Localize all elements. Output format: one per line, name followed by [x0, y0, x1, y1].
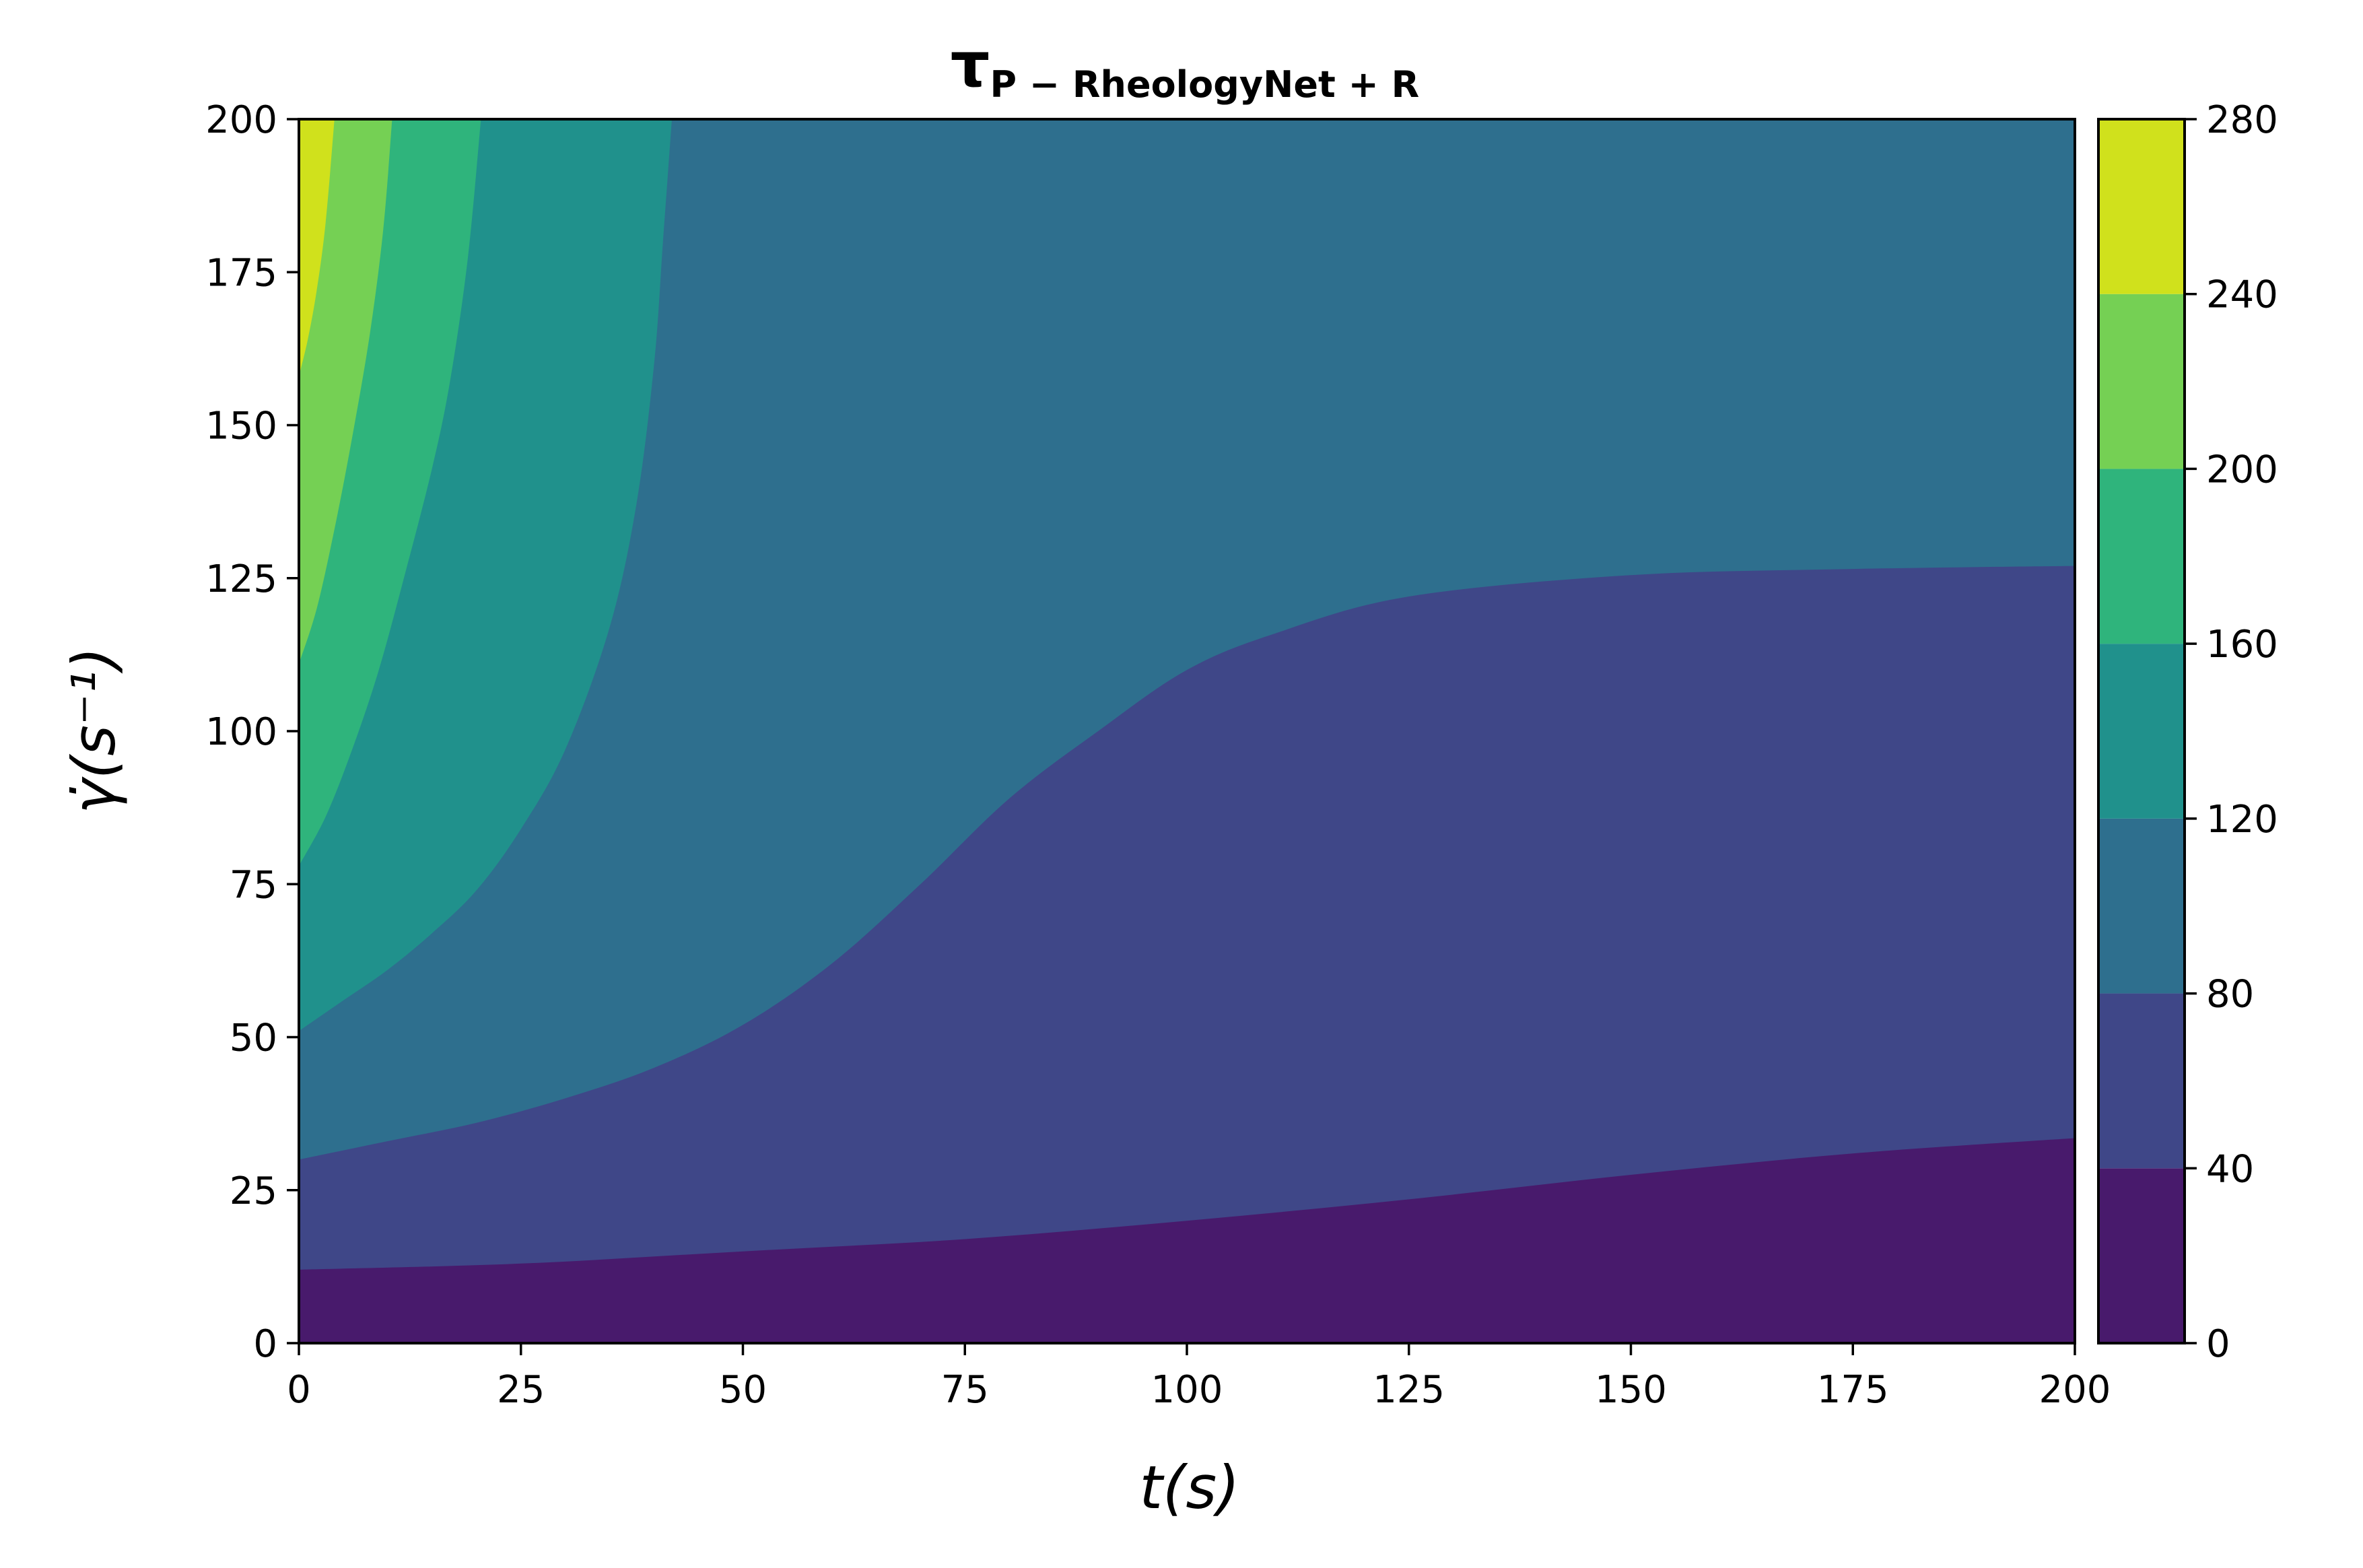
y-tick-label: 150 — [205, 405, 277, 448]
y-axis: 0 25 50 75 100 125 150 175 200 — [205, 98, 299, 1366]
colorbar-border — [2097, 118, 2186, 1344]
contour-band-80-120 — [299, 119, 2075, 1160]
y-tick-label: 50 — [230, 1017, 277, 1060]
colorbar-swatch-240-280 — [2098, 119, 2185, 294]
colorbar-tick-label: 120 — [2206, 798, 2278, 842]
colorbar-swatch-200-240 — [2098, 294, 2185, 469]
y-tick-label: 125 — [205, 557, 277, 601]
x-axis: 0 25 50 75 100 125 150 175 200 — [287, 1343, 2111, 1412]
y-tick-label: 175 — [205, 251, 277, 295]
colorbar-swatch-0-40 — [2098, 1168, 2185, 1343]
colorbar-tick-label: 80 — [2206, 973, 2254, 1017]
y-tick-label: 0 — [253, 1322, 277, 1366]
x-tick-label: 25 — [497, 1368, 545, 1412]
x-tick-label: 0 — [287, 1368, 311, 1412]
x-tick-label: 150 — [1595, 1368, 1667, 1412]
x-axis-label: t(s) — [1139, 1453, 1239, 1522]
colorbar: 0 40 80 120 160 200 240 280 — [2097, 98, 2278, 1366]
colorbar-tick-label: 40 — [2206, 1147, 2254, 1191]
x-tick-label: 50 — [719, 1368, 767, 1412]
x-tick-label: 175 — [1817, 1368, 1889, 1412]
contour-band-200-240 — [299, 119, 392, 664]
chart-title: τP − RheologyNet + R — [951, 29, 1419, 106]
y-axis-label: γ̇(s⁻¹) — [59, 647, 129, 814]
colorbar-tick-label: 0 — [2206, 1322, 2230, 1366]
y-tick-label: 200 — [205, 98, 277, 142]
colorbar-swatch-160-200 — [2098, 469, 2185, 644]
x-tick-label: 200 — [2039, 1368, 2111, 1412]
x-tick-label: 125 — [1373, 1368, 1445, 1412]
colorbar-swatch-120-160 — [2098, 644, 2185, 819]
x-tick-label: 75 — [941, 1368, 989, 1412]
colorbar-tick-label: 280 — [2206, 98, 2278, 142]
y-tick-label: 25 — [230, 1169, 277, 1213]
colorbar-tick-label: 160 — [2206, 623, 2278, 667]
title-symbol: τ — [951, 29, 990, 101]
contour-fill-area — [299, 119, 2075, 1343]
colorbar-tick-label: 240 — [2206, 273, 2278, 317]
colorbar-swatch-40-80 — [2098, 993, 2185, 1169]
x-tick-label: 100 — [1151, 1368, 1223, 1412]
y-tick-label: 75 — [230, 863, 277, 907]
title-subscript: P − RheologyNet + R — [990, 63, 1420, 106]
colorbar-swatch-80-120 — [2098, 818, 2185, 994]
colorbar-tick-label: 200 — [2206, 448, 2278, 491]
y-tick-label: 100 — [205, 710, 277, 754]
contour-band-240-280 — [299, 119, 335, 376]
